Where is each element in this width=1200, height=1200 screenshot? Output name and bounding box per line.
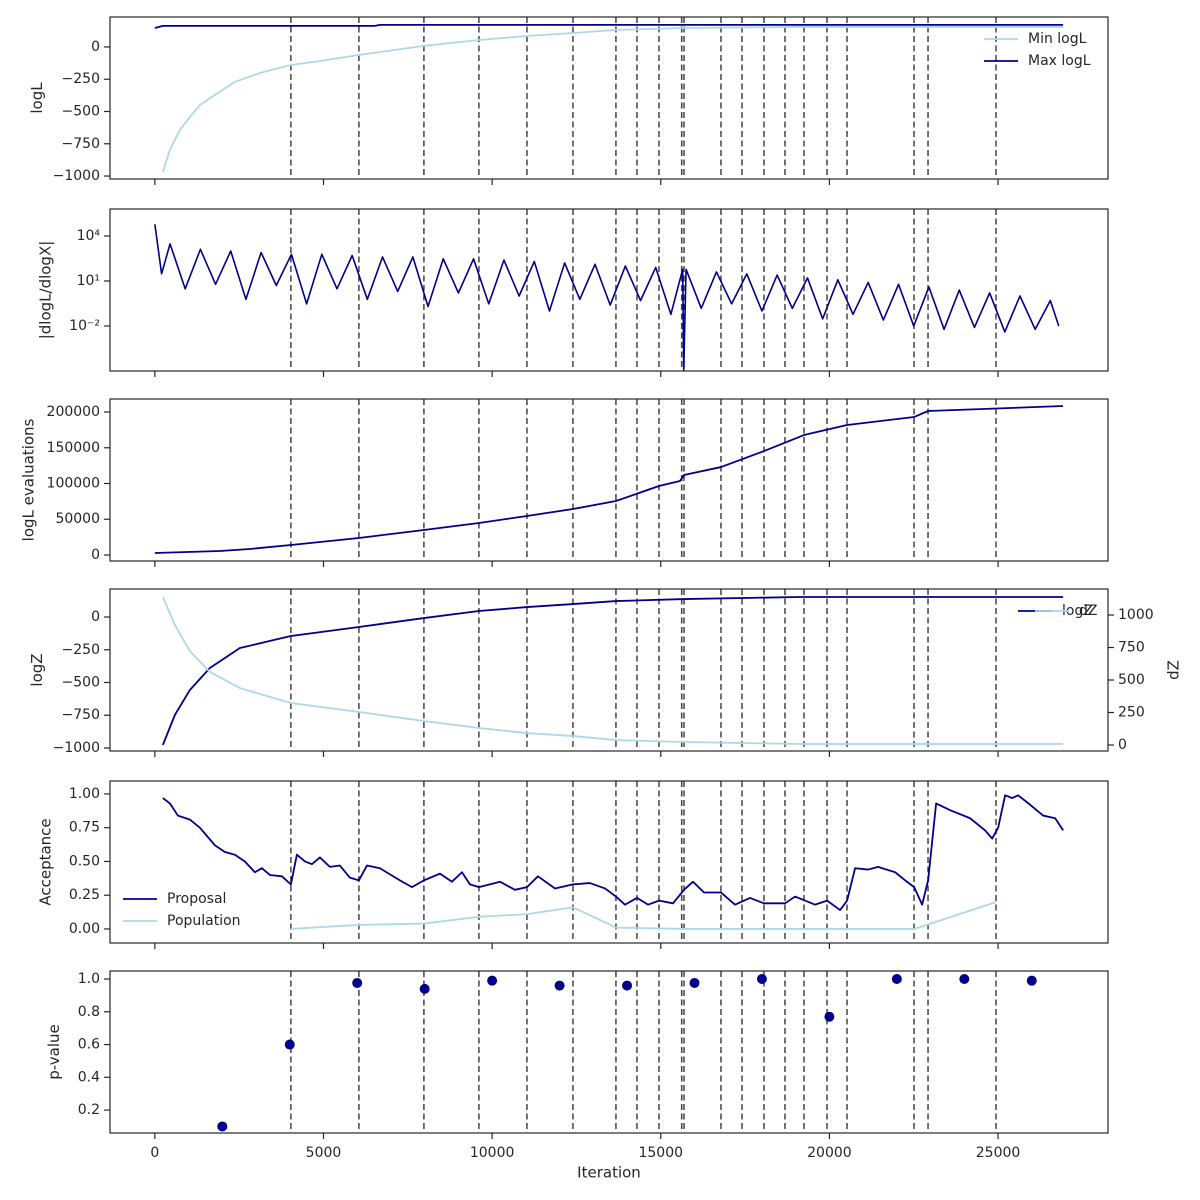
legend-label: dZ: [1079, 603, 1097, 619]
y-tick-label: 100000: [47, 476, 100, 492]
x-axis-label: Iteration: [577, 1164, 641, 1182]
legend-label: logZ: [1062, 603, 1093, 619]
panel: 0 5000 10000 15000 20000 25000 0.2 0.4 0.6 0.8 1.0…: [45, 970, 1109, 1182]
y-axis-label: Acceptance: [37, 818, 55, 905]
line: [154, 405, 1064, 554]
point: [756, 974, 767, 985]
y-tick-label: 1.0: [78, 971, 100, 987]
legend-label: Max logL: [1028, 53, 1091, 69]
series-group: [162, 794, 1064, 930]
y-tick-label: 0.25: [69, 887, 100, 903]
point: [689, 977, 700, 988]
axes-frame: [109, 780, 1109, 944]
legend-label: Proposal: [167, 891, 226, 907]
point: [891, 974, 902, 985]
x-tick-label: 15000: [638, 1145, 683, 1161]
y-tick-label: 0.2: [78, 1102, 100, 1118]
line: [161, 26, 1064, 173]
x-tick-label: 10000: [470, 1145, 515, 1161]
y-tick-label: 1.00: [69, 786, 100, 802]
line: [290, 901, 997, 930]
x-tick-label: 0: [150, 1145, 159, 1161]
y-tick-label: −750: [62, 136, 100, 152]
axes-frame: [109, 208, 1109, 372]
y-tick-label: −250: [62, 71, 100, 87]
series-group: [162, 596, 1064, 746]
panel: 0.00 0.25 0.50 0.75 1.00 Acceptance Proposal Po…: [37, 780, 1109, 949]
series-group: [217, 974, 1037, 1132]
point: [554, 980, 565, 991]
point: [824, 1011, 835, 1022]
axes-frame: [109, 398, 1109, 562]
y-tick-label: −750: [62, 707, 100, 723]
y2-tick-label: 1000: [1118, 607, 1154, 623]
y-tick-label: −1000: [53, 168, 100, 184]
series-group: [154, 224, 1060, 371]
panel: 10⁻² 10¹ 10⁴ |dlogL/dlogX|: [37, 208, 1109, 377]
y-tick-label: −500: [62, 103, 100, 119]
y-tick-label: 0.50: [69, 853, 100, 869]
panel: 0 50000 100000 150000 200000 logL evaluations: [20, 398, 1109, 567]
line: [162, 794, 1064, 911]
y-tick-label: 200000: [47, 404, 100, 420]
y-tick-label: 50000: [55, 511, 100, 527]
y-axis-label: logL: [28, 82, 46, 114]
y2-axis-label: dZ: [1165, 660, 1183, 680]
y-tick-label: −500: [62, 675, 100, 691]
legend-label: Population: [167, 913, 241, 929]
line: [154, 224, 1060, 371]
y-tick-label: 0.8: [78, 1004, 100, 1020]
panel: −1000 −750 −500 −250 0 logL Min logL Max logL: [28, 16, 1109, 185]
line: [162, 596, 1064, 745]
line: [162, 596, 1064, 746]
y-tick-label: 0.4: [78, 1069, 100, 1085]
y-tick-label: −250: [62, 642, 100, 658]
point: [217, 1121, 228, 1132]
series-group: [154, 23, 1064, 173]
y-tick-label: −1000: [53, 740, 100, 756]
y-tick-label: 0.6: [78, 1037, 100, 1053]
axes-frame: [109, 16, 1109, 180]
y2-tick-label: 0: [1118, 737, 1127, 753]
point: [419, 983, 430, 994]
y-tick-label: 0: [91, 547, 100, 563]
point: [959, 974, 970, 985]
y-tick-label: 0.00: [69, 921, 100, 937]
panel: −1000−750−500−2500logZ02505007501000dZlo…: [28, 588, 1183, 757]
point: [487, 975, 498, 986]
y-tick-label: 0: [91, 39, 100, 55]
line: [154, 23, 1064, 29]
series-group: [154, 405, 1064, 554]
y-axis-label: |dlogL/dlogX|: [37, 241, 55, 340]
y-axis-label: logL evaluations: [20, 418, 38, 541]
y2-tick-label: 250: [1118, 705, 1145, 721]
x-tick-label: 5000: [306, 1145, 342, 1161]
y-tick-label: 10¹: [77, 273, 100, 289]
x-tick-label: 25000: [976, 1145, 1021, 1161]
y-tick-label: 10⁻²: [69, 318, 100, 334]
y-tick-label: 150000: [47, 440, 100, 456]
x-tick-label: 20000: [807, 1145, 852, 1161]
point: [284, 1039, 295, 1050]
axes-frame: [109, 970, 1109, 1134]
y2-tick-label: 500: [1118, 672, 1145, 688]
y-axis-label: p-value: [45, 1024, 63, 1080]
axes-frame: [109, 588, 1109, 752]
point: [622, 980, 633, 991]
y2-tick-label: 750: [1118, 640, 1145, 656]
y-tick-label: 10⁴: [77, 228, 101, 244]
point: [352, 977, 363, 988]
y-tick-label: 0.75: [69, 820, 100, 836]
legend-label: Min logL: [1028, 31, 1087, 47]
point: [1026, 975, 1037, 986]
y-axis-label: logZ: [28, 653, 46, 686]
y-tick-label: 0: [91, 609, 100, 625]
